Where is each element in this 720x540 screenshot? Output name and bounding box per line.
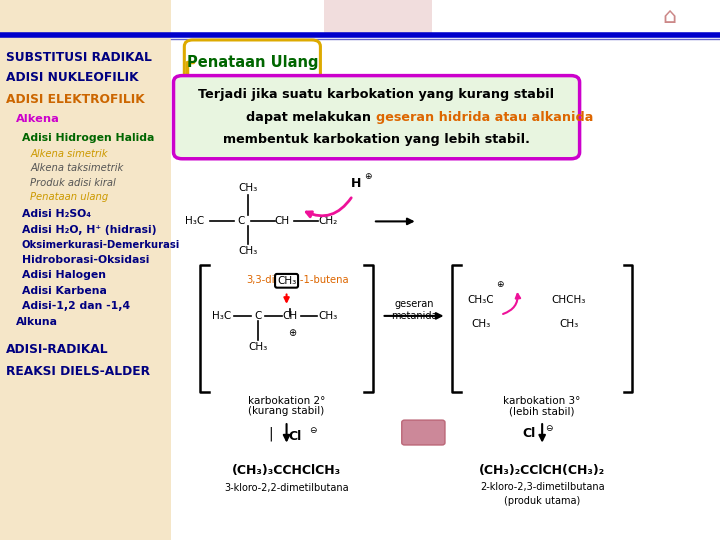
Text: CHCH₃: CHCH₃ [552,295,586,305]
FancyArrowPatch shape [384,313,441,319]
Text: CH₃: CH₃ [472,319,490,329]
Text: Cl: Cl [289,430,302,443]
Text: metanida: metanida [391,311,437,321]
Text: CH: CH [274,217,290,226]
Text: SUBSTITUSI RADIKAL: SUBSTITUSI RADIKAL [6,51,152,64]
Text: Cl: Cl [523,427,536,440]
Text: Produk adisi kiral: Produk adisi kiral [30,178,116,187]
FancyBboxPatch shape [184,40,320,84]
Text: CH₃: CH₃ [248,342,267,352]
Text: ⊕: ⊕ [497,280,504,289]
Text: 3,3-dimetil-1-butena: 3,3-dimetil-1-butena [246,275,349,285]
Text: Alkuna: Alkuna [16,318,58,327]
Text: Alkena simetrik: Alkena simetrik [30,150,108,159]
Text: 2-kloro-2,3-dimetilbutana: 2-kloro-2,3-dimetilbutana [480,482,605,492]
Text: (kurang stabil): (kurang stabil) [248,407,325,416]
Text: Oksimerkurasi-Demerkurasi: Oksimerkurasi-Demerkurasi [22,240,180,250]
Text: H₃C: H₃C [185,217,204,226]
Text: geseran: geseran [395,299,433,309]
Text: CH₃C: CH₃C [468,295,494,305]
Text: karbokation 2°: karbokation 2° [248,396,325,406]
Text: geseran hidrida atau alkanida: geseran hidrida atau alkanida [376,111,593,124]
Text: Hidroborasi-Oksidasi: Hidroborasi-Oksidasi [22,255,149,265]
Text: Adisi Hidrogen Halida: Adisi Hidrogen Halida [22,133,154,143]
Text: (produk utama): (produk utama) [504,496,580,506]
Text: karbokation 3°: karbokation 3° [503,396,581,406]
Bar [0,0,171,540]
Text: |: | [269,427,273,441]
Text: ⊖: ⊖ [546,424,553,433]
FancyArrowPatch shape [503,294,520,314]
Text: CH: CH [282,311,298,321]
Text: C: C [238,217,245,226]
Text: CH₃: CH₃ [239,183,258,193]
Text: ⌂: ⌂ [662,7,677,28]
Text: Adisi Karbena: Adisi Karbena [22,286,107,295]
Text: (CH₃)₃CCHClCH₃: (CH₃)₃CCHClCH₃ [232,464,341,477]
Text: ADISI-RADIKAL: ADISI-RADIKAL [6,343,109,356]
Text: CH₃: CH₃ [318,311,337,321]
Text: CH₃: CH₃ [277,276,296,286]
Text: Adisi H₂O, H⁺ (hidrasi): Adisi H₂O, H⁺ (hidrasi) [22,225,156,235]
Text: C: C [254,311,261,321]
FancyBboxPatch shape [402,420,445,445]
Text: H₃C: H₃C [212,311,231,321]
Text: H: H [351,177,361,190]
FancyArrowPatch shape [284,294,289,302]
Text: CH₂: CH₂ [318,217,337,226]
Text: ⊕: ⊕ [288,328,297,338]
Text: (lebih stabil): (lebih stabil) [510,407,575,416]
Text: Penataan ulang: Penataan ulang [30,192,109,201]
Text: Alkena taksimetrik: Alkena taksimetrik [30,164,124,173]
Text: ADISI ELEKTROFILIK: ADISI ELEKTROFILIK [6,93,145,106]
Text: 3-kloro-2,2-dimetilbutana: 3-kloro-2,2-dimetilbutana [224,483,349,493]
Text: Adisi-1,2 dan -1,4: Adisi-1,2 dan -1,4 [22,301,130,310]
Text: CH₃: CH₃ [239,246,258,256]
Bar [171,0,720,540]
Text: Terjadi jika suatu karbokation yang kurang stabil: Terjadi jika suatu karbokation yang kura… [199,89,554,102]
Text: (CH₃)₂CClCH(CH₃)₂: (CH₃)₂CClCH(CH₃)₂ [479,464,606,477]
Text: dapat melakukan: dapat melakukan [246,111,376,124]
Text: CH₃: CH₃ [559,319,578,329]
FancyArrowPatch shape [306,198,351,217]
Text: Adisi Halogen: Adisi Halogen [22,271,106,280]
Bar [324,0,432,35]
Text: Penataan Ulang: Penataan Ulang [186,55,318,70]
FancyBboxPatch shape [174,76,580,159]
Text: ⊖: ⊖ [309,426,316,435]
Text: Alkena: Alkena [16,114,60,124]
Text: REAKSI DIELS-ALDER: REAKSI DIELS-ALDER [6,365,150,378]
Text: ADISI NUKLEOFILIK: ADISI NUKLEOFILIK [6,71,138,84]
Text: membentuk karbokation yang lebih stabil.: membentuk karbokation yang lebih stabil. [223,133,530,146]
Text: Adisi H₂SO₄: Adisi H₂SO₄ [22,209,91,219]
Text: ⊕: ⊕ [364,172,372,181]
